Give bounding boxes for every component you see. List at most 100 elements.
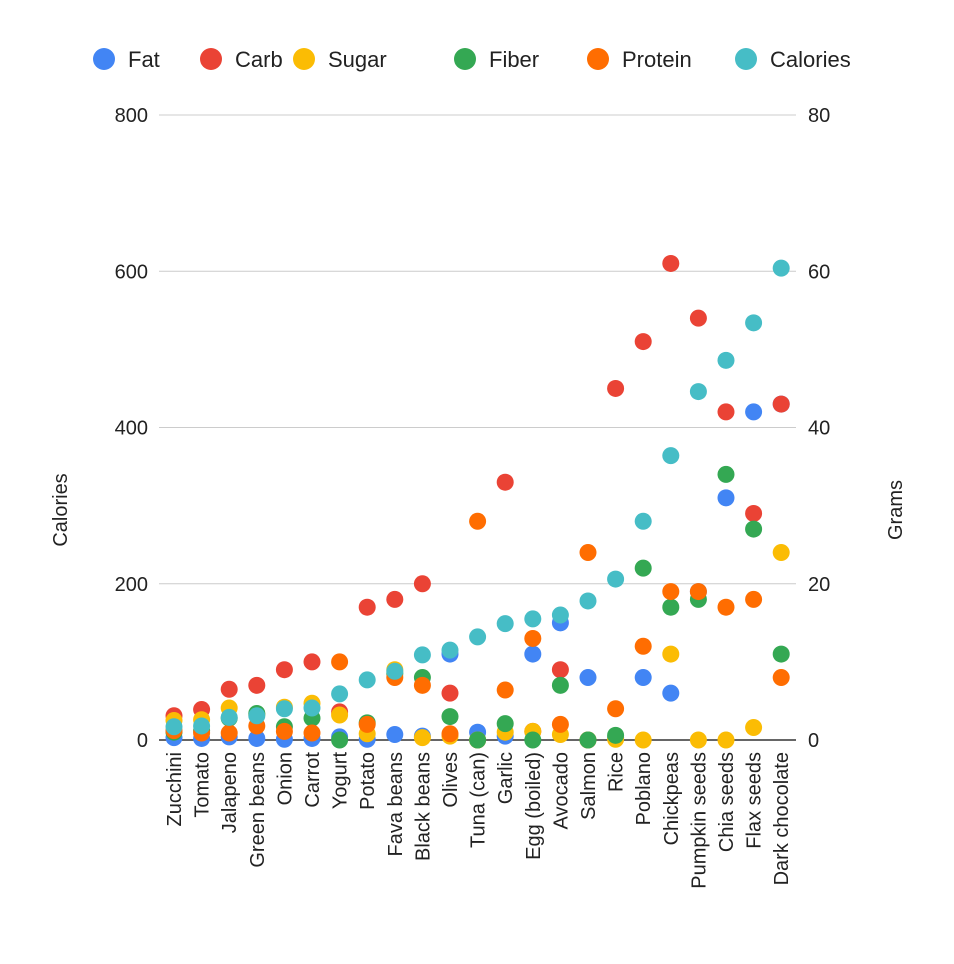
category-label: Garlic — [495, 752, 517, 804]
data-point — [413, 729, 431, 747]
data-point — [386, 726, 404, 744]
series-protein — [165, 512, 790, 743]
data-point — [469, 628, 487, 646]
legend-item-fiber: Fiber — [454, 47, 539, 72]
left-axis-ticks: 0 200 400 600 800 — [115, 105, 148, 752]
legend-label: Protein — [622, 47, 692, 72]
data-point — [745, 719, 763, 736]
data-point — [662, 598, 680, 616]
data-point — [496, 715, 514, 733]
category-labels: Zucchini Tomato Jalapeno Green beans Onion Ca… — [164, 752, 793, 889]
data-point — [745, 504, 763, 522]
data-point — [717, 489, 735, 507]
left-tick-label: 200 — [115, 574, 148, 596]
category-label: Chia seeds — [716, 752, 738, 852]
data-points — [165, 254, 790, 749]
right-tick-label: 0 — [808, 730, 819, 752]
data-point — [772, 669, 790, 686]
data-point — [772, 544, 790, 561]
legend-item-sugar: Sugar — [293, 47, 387, 72]
data-point — [579, 731, 597, 749]
data-point — [303, 653, 321, 671]
right-axis-title: Grams — [885, 480, 907, 540]
data-point — [579, 669, 597, 686]
data-point — [662, 254, 680, 272]
category-label: Potato — [357, 752, 379, 810]
data-point — [772, 645, 790, 663]
data-point — [331, 653, 349, 671]
data-point — [689, 583, 707, 601]
data-point — [358, 715, 376, 733]
data-point — [579, 544, 597, 561]
data-point — [717, 351, 735, 369]
data-point — [717, 403, 735, 421]
category-label: Zucchini — [164, 752, 186, 826]
left-tick-label: 400 — [115, 418, 148, 440]
right-tick-label: 40 — [808, 418, 830, 440]
data-point — [689, 383, 707, 401]
category-label: Dark chocolate — [771, 752, 793, 885]
legend-marker — [200, 48, 222, 70]
legend-item-calories: Calories — [735, 47, 851, 72]
left-axis-title: Calories — [50, 473, 72, 546]
data-point — [441, 684, 459, 702]
data-point — [496, 615, 514, 633]
data-point — [551, 661, 569, 679]
legend-marker — [293, 48, 315, 70]
data-point — [607, 726, 625, 744]
category-label: Egg (boiled) — [523, 752, 545, 860]
data-point — [579, 592, 597, 610]
category-label: Olives — [440, 752, 462, 808]
data-point — [413, 676, 431, 694]
category-label: Rice — [606, 752, 628, 792]
series-carb — [165, 254, 790, 749]
data-point — [551, 606, 569, 624]
data-point — [662, 447, 680, 465]
data-point — [634, 559, 652, 577]
category-label: Carrot — [302, 752, 324, 808]
data-point — [634, 669, 652, 686]
data-point — [689, 731, 707, 749]
legend-item-protein: Protein — [587, 47, 692, 72]
data-point — [220, 708, 238, 726]
data-point — [634, 333, 652, 351]
data-point — [772, 259, 790, 277]
data-point — [551, 715, 569, 733]
data-point — [275, 661, 293, 679]
data-point — [193, 717, 211, 735]
legend-label: Sugar — [328, 47, 387, 72]
data-point — [717, 731, 735, 749]
legend-marker — [93, 48, 115, 70]
gridlines — [159, 114, 796, 585]
category-label: Tomato — [192, 752, 214, 818]
category-label: Salmon — [578, 752, 600, 820]
data-point — [303, 724, 321, 742]
data-point — [745, 590, 763, 608]
legend-label: Fat — [128, 47, 160, 72]
data-point — [662, 684, 680, 702]
series-fiber — [165, 465, 790, 749]
data-point — [413, 646, 431, 664]
data-point — [524, 645, 542, 663]
data-point — [662, 645, 680, 663]
series-calories — [165, 259, 790, 736]
legend-marker — [587, 48, 609, 70]
category-label: Jalapeno — [219, 752, 241, 833]
legend-item-fat: Fat — [93, 47, 160, 72]
data-point — [220, 680, 238, 698]
data-point — [331, 706, 349, 724]
legend-label: Calories — [770, 47, 851, 72]
category-label: Poblano — [633, 752, 655, 825]
data-point — [248, 707, 266, 725]
category-label: Pumpkin seeds — [688, 752, 710, 889]
left-tick-label: 800 — [115, 105, 148, 127]
left-tick-label: 0 — [137, 730, 148, 752]
data-point — [469, 731, 487, 749]
data-point — [524, 629, 542, 647]
legend: Fat Carb Sugar Fiber Protein Calories — [93, 47, 851, 72]
data-point — [496, 473, 514, 491]
data-point — [331, 685, 349, 703]
data-point — [745, 403, 763, 421]
category-label: Fava beans — [385, 752, 407, 857]
